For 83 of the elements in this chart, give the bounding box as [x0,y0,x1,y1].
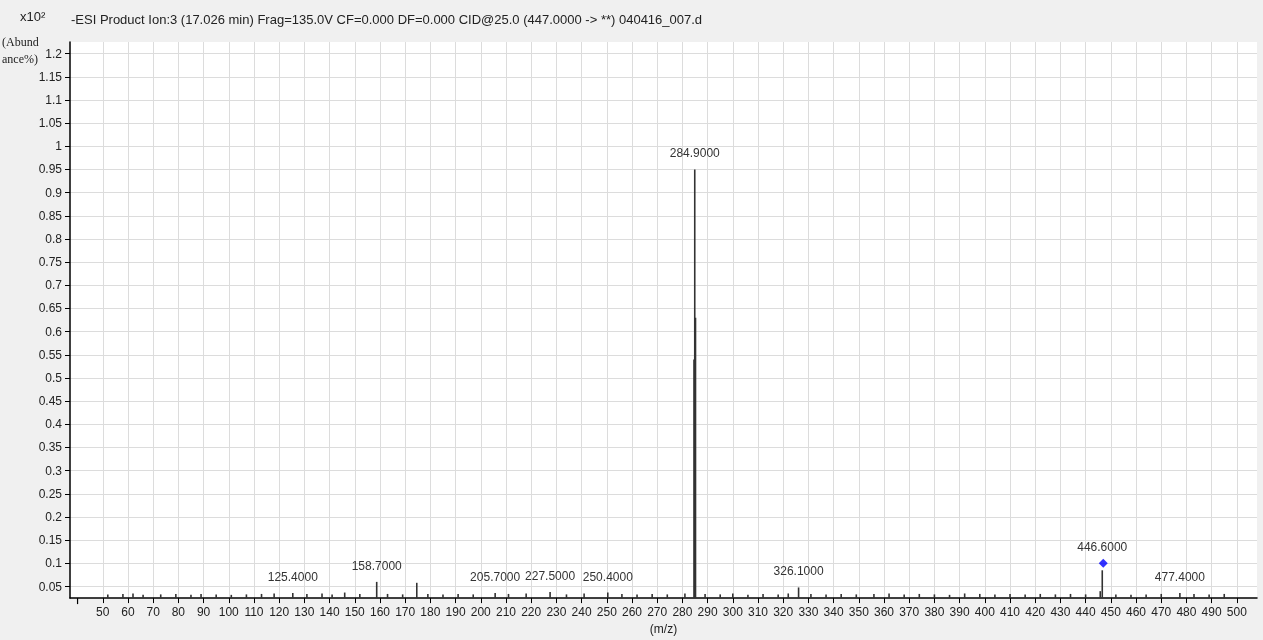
x-tick-label: 200 [470,605,492,620]
x-tick-label: 50 [96,605,110,620]
x-tick-label: 280 [672,605,693,620]
y-tick-label: 0.05 [38,579,63,594]
x-tick-label: 240 [571,605,592,620]
y-tick-label: 0.65 [38,301,63,316]
x-tick-label: 460 [1126,605,1147,620]
y-tick-label: 0.8 [45,231,63,246]
y-tick-label: 0.95 [38,162,63,177]
annotation: 446.6000 [1077,540,1128,555]
annotation: 250.4000 [582,569,634,584]
y-tick-label: 0.7 [45,278,63,293]
x-tick-label: 90 [196,605,211,620]
y-axis-title: (Abundance%) [2,34,39,66]
x-tick-label: 150 [344,605,366,620]
x-tick-label: 340 [823,605,844,620]
y-tick-label: 0.4 [45,417,63,432]
annotation: 205.7000 [470,570,521,584]
y-tick-label: 0.6 [45,324,63,339]
annotation: 125.4000 [267,570,319,584]
x-tick-label: 190 [445,605,466,620]
y-tick-label: 0.85 [38,208,63,223]
x-tick-label: 250 [596,605,618,620]
annotation: 326.1000 [773,564,824,579]
y-tick-label: 0.25 [38,486,63,501]
x-tick-label: 270 [647,605,668,620]
x-tick-label: 220 [521,605,542,620]
x-tick-label: 80 [171,605,186,620]
y-tick-label: 0.1 [45,556,63,571]
x-tick-label: 290 [697,605,718,620]
x-tick-label: 260 [621,605,643,620]
x-tick-label: 440 [1075,605,1096,620]
x-tick-label: 430 [1050,605,1071,620]
x-tick-label: 330 [798,605,819,620]
x-tick-label: 470 [1151,605,1172,620]
y-tick-label: 0.35 [38,440,63,455]
x-tick-label: 110 [244,605,264,620]
x-tick-label: 350 [848,605,870,620]
y-tick-label: 0.5 [45,370,63,385]
x-tick-label: 320 [773,605,794,620]
y-tick-label: 0.2 [45,510,63,524]
x-tick-label: 210 [495,605,517,620]
x-tick-label: 100 [218,605,240,620]
y-tick-label: 0.15 [38,533,63,548]
x-tick-label: 60 [121,605,135,620]
x-tick-label: 120 [269,605,290,620]
x-tick-label: 360 [874,605,895,620]
y-tick-label: 0.75 [38,255,63,270]
x-tick-label: 300 [722,605,744,620]
x-tick-label: 310 [747,605,769,620]
x-tick-label: 170 [395,605,416,620]
annotation: 158.7000 [351,558,403,573]
x-tick-label: 400 [974,605,996,620]
x-tick-label: 410 [1000,605,1021,620]
x-tick-label: 450 [1100,605,1122,620]
annotation: 227.5000 [525,569,576,584]
x-tick-label: 500 [1226,605,1248,620]
x-tick-label: 420 [1025,605,1046,620]
y-tick-label: 0.55 [38,347,63,362]
y-tick-label: 1 [55,139,63,154]
y-tick-label: 1.05 [38,116,63,131]
x-tick-label: 140 [319,605,340,620]
x-tick-label: 70 [146,605,161,620]
y-tick-label: 0.3 [45,463,63,478]
x-tick-label: 380 [924,605,945,620]
text: x10² [20,9,46,24]
x-tick-label: 130 [294,605,315,620]
chart-title: -ESI Product Ion:3 (17.026 min) Frag=135.0V CF=0.000 DF=0.000 CID@25.0 (447.0000 -> **) 040416_007.d [71,12,703,27]
x-tick-label: 390 [949,605,970,620]
x-tick-label: 490 [1201,605,1222,620]
y-tick-label: 0.45 [38,394,63,409]
x-axis-title: (m/z) [649,622,678,636]
y-tick-label: 1.1 [45,92,63,107]
x-tick-label: 480 [1176,605,1197,620]
y-tick-label: 0.9 [45,185,63,200]
annotation: 284.9000 [669,146,721,161]
y-tick-label: 1.15 [38,69,63,84]
x-tick-label: 180 [420,605,441,620]
x-tick-label: 230 [546,605,567,620]
y-tick-label: 1.2 [45,46,63,61]
annotation: 477.4000 [1154,570,1206,584]
x-tick-label: 370 [899,605,920,620]
x-tick-label: 160 [369,605,391,620]
